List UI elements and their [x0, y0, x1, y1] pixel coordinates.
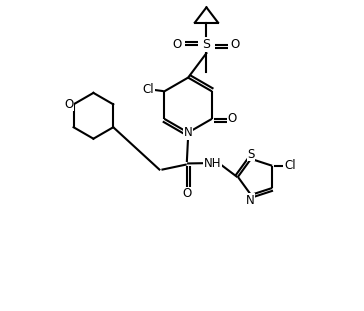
- Text: N: N: [184, 126, 193, 139]
- Text: S: S: [202, 39, 210, 51]
- Text: Cl: Cl: [284, 159, 296, 172]
- Text: NH: NH: [204, 157, 221, 169]
- Text: O: O: [231, 39, 240, 51]
- Text: O: O: [64, 98, 74, 111]
- Text: N: N: [246, 193, 255, 207]
- Text: O: O: [182, 187, 191, 200]
- Text: O: O: [227, 112, 236, 125]
- Text: O: O: [173, 39, 182, 51]
- Text: S: S: [247, 148, 255, 161]
- Text: Cl: Cl: [143, 83, 154, 96]
